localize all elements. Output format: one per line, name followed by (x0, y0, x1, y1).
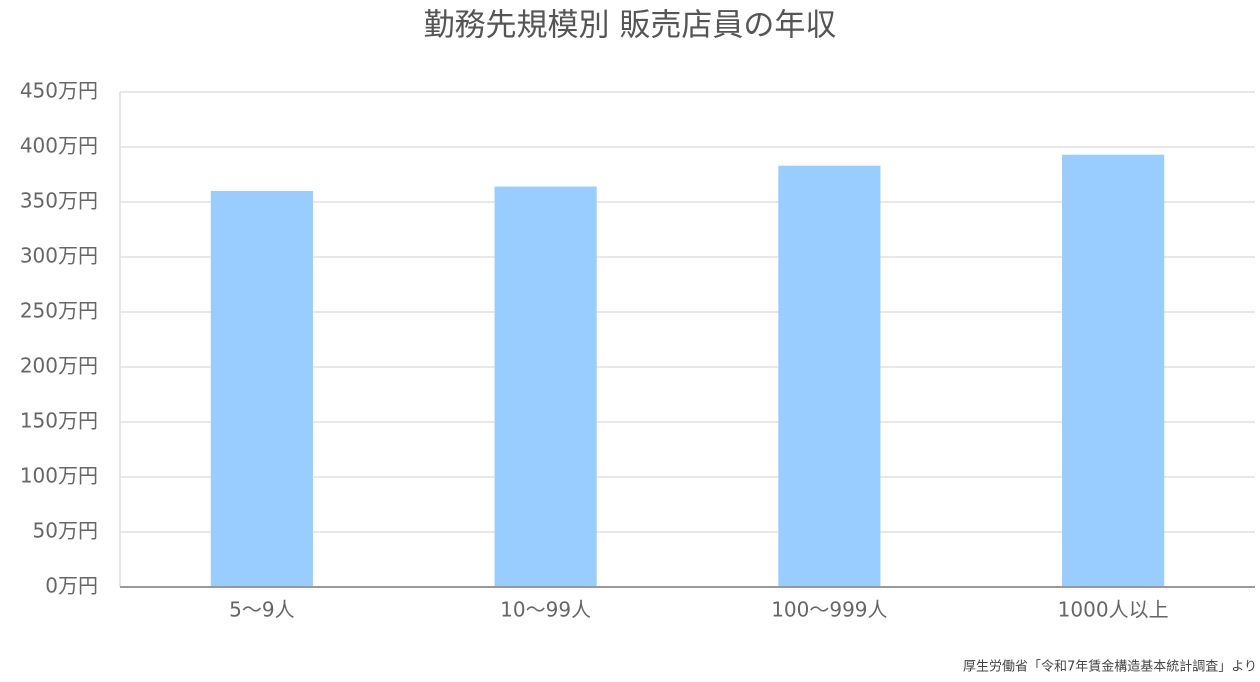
x-tick-label: 10〜99人 (500, 598, 591, 622)
y-tick-label: 250万円 (20, 299, 98, 323)
y-tick-label: 300万円 (20, 244, 98, 268)
y-tick-label: 450万円 (20, 79, 98, 103)
y-tick-label: 0万円 (45, 574, 98, 598)
x-tick-label: 1000人以上 (1058, 598, 1169, 622)
y-tick-label: 350万円 (20, 189, 98, 213)
x-tick-label: 5〜9人 (229, 598, 294, 622)
y-tick-label: 100万円 (20, 464, 98, 488)
y-tick-label: 50万円 (33, 519, 98, 543)
y-tick-label: 400万円 (20, 134, 98, 158)
bar (1062, 154, 1165, 587)
source-note: 厚生労働省「令和7年賃金構造基本統計調査」より (963, 659, 1257, 675)
y-tick-label: 150万円 (20, 409, 98, 433)
bar (494, 186, 597, 587)
y-tick-label: 200万円 (20, 354, 98, 378)
x-tick-label: 100〜999人 (771, 598, 887, 622)
bar (210, 191, 313, 587)
bar (778, 165, 881, 587)
chart-title: 勤務先規模別 販売店員の年収 (424, 8, 837, 44)
